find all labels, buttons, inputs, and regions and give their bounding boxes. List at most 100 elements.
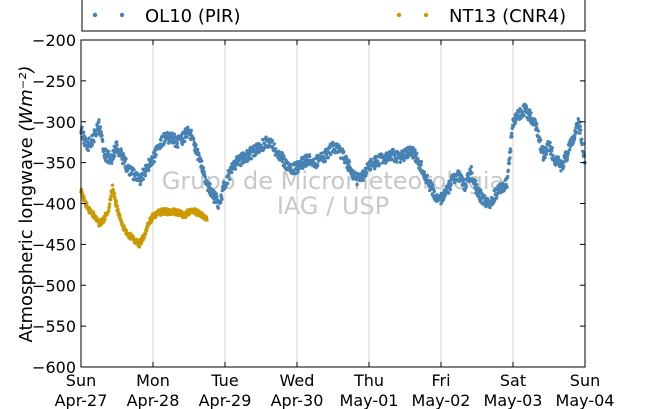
data-point (525, 106, 529, 111)
data-point (197, 153, 201, 157)
data-point (97, 118, 101, 122)
data-point (378, 162, 382, 166)
data-point (506, 168, 510, 172)
y-tick-label: −250 (32, 72, 76, 91)
watermark: Grupo de Micrometeorologia IAG / USP (162, 167, 504, 220)
data-point (404, 150, 408, 154)
data-point (510, 131, 514, 136)
data-point (86, 139, 90, 143)
data-point (87, 136, 91, 140)
data-point (106, 209, 111, 213)
data-point (513, 122, 517, 126)
data-point (90, 143, 95, 147)
data-point (172, 132, 176, 136)
data-point (175, 141, 179, 146)
data-point (226, 181, 230, 186)
data-point (440, 193, 444, 197)
data-point (520, 110, 524, 114)
data-point (92, 140, 96, 144)
data-point (342, 149, 346, 154)
data-point (194, 143, 198, 147)
data-point (112, 192, 117, 196)
data-point (308, 154, 312, 159)
data-point (508, 156, 512, 160)
data-point (578, 124, 582, 128)
data-point (535, 126, 539, 131)
x-tick-label: Fri May-02 (412, 371, 471, 409)
data-point (402, 158, 406, 163)
data-point (419, 163, 423, 167)
data-point (448, 187, 452, 192)
data-point (261, 137, 265, 142)
data-point (107, 205, 112, 209)
data-point (110, 183, 115, 187)
data-point (431, 183, 435, 188)
data-point (539, 138, 543, 142)
y-tick-label: −500 (32, 276, 76, 295)
legend-items: OL10 (PIR) NT13 (CNR4) (92, 6, 566, 27)
x-tick-date: Apr-29 (199, 391, 252, 409)
data-point (270, 139, 274, 143)
x-tick-date: May-02 (412, 391, 471, 409)
data-point (111, 188, 115, 192)
data-point (568, 147, 572, 152)
data-point (319, 151, 323, 156)
x-tick-date: Apr-30 (271, 391, 324, 409)
data-point (529, 111, 533, 115)
data-point (373, 167, 377, 171)
data-point (215, 195, 219, 199)
data-point (571, 141, 575, 145)
data-point (316, 163, 320, 168)
data-point (124, 228, 128, 233)
data-point (131, 235, 136, 239)
legend-marker (119, 12, 125, 18)
data-point (115, 143, 119, 147)
data-point (200, 159, 204, 163)
data-point (390, 157, 394, 161)
x-tick-label: Wed Apr-30 (271, 371, 324, 409)
data-point (142, 236, 146, 240)
y-tick-label: −200 (32, 31, 76, 50)
data-point (413, 148, 417, 152)
x-tick-label: Sun May-04 (556, 371, 615, 409)
data-point (282, 155, 286, 159)
data-point (130, 171, 134, 175)
x-tick-date: May-04 (556, 391, 615, 409)
data-point (580, 137, 584, 141)
data-point (326, 155, 330, 160)
data-point (416, 157, 420, 161)
data-point (369, 167, 373, 171)
data-point (110, 161, 114, 165)
data-point (544, 152, 548, 156)
data-point (511, 124, 515, 128)
data-point (208, 182, 212, 186)
data-point (272, 142, 276, 146)
data-point (189, 131, 193, 135)
data-point (124, 157, 128, 161)
x-tick-date: Apr-28 (127, 391, 180, 409)
x-tick-day: Sat (500, 371, 526, 390)
data-point (154, 153, 158, 157)
data-point (111, 157, 116, 161)
data-point (495, 195, 499, 199)
data-point (167, 141, 171, 145)
data-point (408, 145, 412, 149)
data-point (82, 130, 86, 134)
data-point (355, 182, 359, 187)
data-point (119, 149, 124, 153)
data-point (219, 200, 223, 204)
x-tick-day: Sun (570, 371, 600, 390)
data-point (85, 201, 89, 205)
data-point (395, 160, 399, 164)
data-point (398, 160, 402, 164)
data-point (280, 159, 284, 164)
data-point (147, 168, 151, 172)
data-point (559, 169, 563, 173)
data-point (248, 153, 252, 157)
data-point (196, 147, 200, 152)
data-point (116, 207, 120, 212)
data-point (189, 128, 193, 132)
data-point (184, 215, 188, 219)
data-point (522, 113, 526, 117)
y-tick-labels: −200 −250 −300 −350 −400 −450 −500 −550 −600 (32, 31, 76, 377)
